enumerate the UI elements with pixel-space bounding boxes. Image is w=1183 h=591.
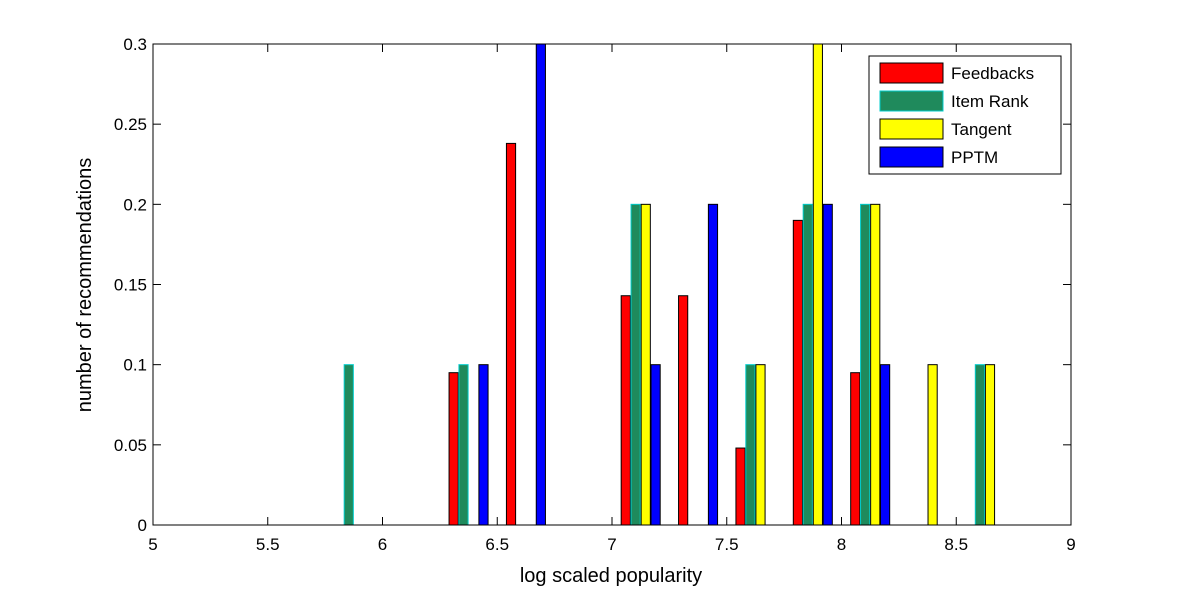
y-axis-label: number of recommendations	[74, 158, 96, 413]
bar-item-rank-11	[802, 203, 813, 526]
x-tick-label: 5	[148, 535, 157, 554]
bar-item-rank-14	[974, 364, 985, 526]
bars-layer	[343, 43, 996, 526]
bar-item-rank-10	[745, 364, 756, 526]
bar-pptm-5	[478, 364, 489, 526]
legend-label-tangent: Tangent	[951, 120, 1012, 139]
x-tick-label: 8.5	[944, 535, 968, 554]
bar-feedbacks-6	[505, 142, 517, 526]
bar-tangent-12	[870, 203, 881, 526]
bar-item-rank-8	[630, 203, 641, 526]
y-tick-label: 0.15	[114, 276, 147, 295]
x-tick-label: 9	[1066, 535, 1075, 554]
x-tick-label: 6	[378, 535, 387, 554]
bar-pptm-11	[822, 203, 833, 526]
legend-label-feedbacks: Feedbacks	[951, 64, 1034, 83]
x-tick-label: 7	[607, 535, 616, 554]
x-tick-label: 6.5	[485, 535, 509, 554]
y-tick-label: 0.2	[123, 195, 147, 214]
bar-tangent-8	[640, 203, 651, 526]
y-tick-label: 0	[138, 516, 147, 535]
bar-feedbacks-11	[792, 219, 803, 526]
bar-item-rank-3	[343, 364, 354, 526]
ticks-layer: 5 5.5 6 6.5 7 7.5 8 8.5 9 0 0.05 0.1 0.15 0.2 0.25 0.3	[114, 35, 1076, 554]
bar-pptm-8	[650, 364, 661, 526]
legend-label-item-rank: Item Rank	[951, 92, 1029, 111]
bar-pptm-6	[535, 43, 546, 526]
legend-swatch-tangent	[879, 118, 944, 140]
legend: Feedbacks Item Rank Tangent PPTM	[868, 55, 1062, 175]
x-tick-label: 7.5	[715, 535, 739, 554]
bar-feedbacks-10	[735, 447, 746, 526]
y-tick-label: 0.3	[123, 35, 147, 54]
legend-swatch-feedbacks	[879, 62, 944, 84]
bar-feedbacks-12	[850, 372, 861, 526]
y-tick-label: 0.1	[123, 356, 147, 375]
bar-feedbacks-8	[620, 295, 631, 526]
x-tick-label: 5.5	[256, 535, 280, 554]
legend-swatch-pptm	[879, 146, 944, 168]
x-tick-label: 8	[837, 535, 846, 554]
bar-pptm-12	[880, 364, 891, 526]
bar-item-rank-12	[860, 203, 871, 526]
x-axis-label: log scaled popularity	[520, 565, 702, 587]
bar-tangent-13	[927, 364, 938, 526]
y-tick-label: 0.05	[114, 436, 147, 455]
bar-tangent-10	[755, 364, 766, 526]
bar-tangent-11	[812, 43, 823, 526]
y-tick-label: 0.25	[114, 115, 147, 134]
bar-feedbacks-9	[678, 295, 689, 526]
legend-swatch-item-rank	[879, 90, 944, 112]
bar-tangent-14	[984, 364, 996, 526]
bar-pptm-9	[707, 203, 719, 526]
bar-item-rank-5	[458, 364, 469, 526]
bar-feedbacks-5	[448, 372, 459, 526]
legend-label-pptm: PPTM	[951, 148, 998, 167]
